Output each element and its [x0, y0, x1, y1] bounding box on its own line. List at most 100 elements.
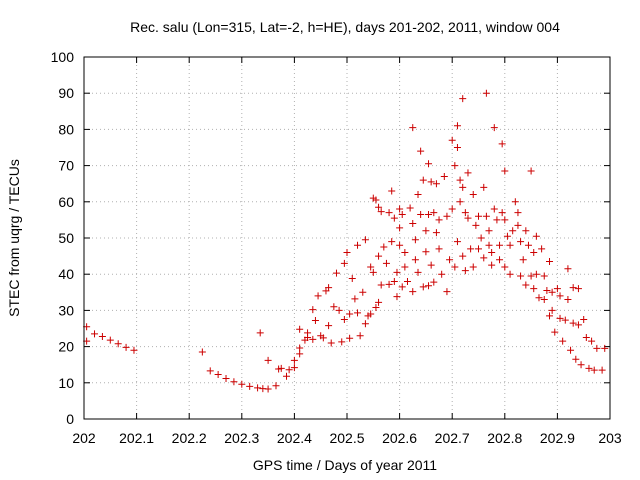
data-point: [451, 162, 459, 170]
data-point: [538, 245, 546, 253]
data-point: [556, 292, 564, 300]
data-point: [517, 238, 525, 246]
data-point: [440, 172, 448, 180]
x-tick-label: 202.2: [172, 430, 207, 446]
data-point: [564, 265, 572, 273]
data-point: [453, 238, 461, 246]
data-point: [475, 212, 482, 220]
data-point: [277, 364, 285, 372]
data-point: [417, 210, 425, 218]
x-tick-label: 202.8: [487, 430, 522, 446]
data-point: [551, 328, 559, 336]
data-point: [464, 169, 472, 177]
x-tick-label: 202: [72, 430, 96, 446]
data-point: [414, 268, 422, 276]
data-point: [443, 212, 451, 220]
data-point: [461, 209, 469, 217]
y-tick-label: 70: [58, 158, 74, 174]
data-point: [593, 344, 601, 352]
data-point: [490, 124, 498, 132]
data-point: [398, 210, 406, 218]
data-point: [411, 256, 419, 264]
data-point: [290, 364, 298, 372]
data-point: [467, 245, 475, 253]
data-point: [577, 361, 585, 369]
data-point: [435, 245, 443, 253]
data-point: [501, 167, 509, 175]
data-point: [485, 227, 493, 235]
data-point: [396, 224, 404, 232]
data-point: [425, 210, 433, 218]
data-point: [419, 176, 427, 184]
data-point: [580, 315, 588, 323]
data-point: [372, 304, 380, 312]
x-tick-label: 203: [598, 430, 622, 446]
data-point: [354, 241, 362, 249]
data-point: [343, 248, 351, 256]
data-point: [296, 344, 304, 352]
data-point: [332, 269, 340, 277]
data-point: [246, 382, 254, 390]
data-point: [283, 372, 291, 380]
data-point: [524, 241, 532, 249]
data-point: [574, 321, 582, 329]
data-point: [264, 356, 272, 364]
data-point: [372, 196, 380, 204]
plot-frame: [83, 56, 611, 420]
data-point: [448, 205, 456, 213]
data-point: [380, 243, 388, 251]
data-point: [114, 340, 122, 348]
data-point: [556, 314, 564, 322]
data-point: [519, 256, 527, 264]
data-point: [472, 221, 480, 229]
data-point: [459, 95, 467, 103]
data-point: [377, 281, 385, 289]
data-point: [290, 356, 298, 364]
y-tick-label: 0: [66, 411, 74, 427]
data-point: [238, 380, 246, 388]
data-point: [514, 209, 522, 217]
data-point: [477, 234, 485, 242]
data-point: [430, 209, 438, 217]
data-point: [406, 204, 414, 212]
data-point: [485, 241, 493, 249]
data-point: [340, 259, 348, 267]
data-point: [432, 180, 440, 188]
data-point: [327, 339, 335, 347]
data-point: [359, 288, 367, 296]
data-point: [309, 335, 317, 343]
data-point: [403, 277, 411, 285]
data-point: [206, 367, 214, 375]
y-tick-label: 50: [58, 230, 74, 246]
data-point: [530, 285, 538, 293]
data-point: [409, 220, 417, 228]
data-point: [501, 263, 509, 271]
data-point: [585, 364, 593, 372]
chart-title: Rec. salu (Lon=315, Lat=-2, h=HE), days …: [130, 19, 560, 35]
data-point: [340, 315, 348, 323]
data-point: [559, 337, 567, 345]
data-point: [522, 281, 530, 289]
y-tick-label: 30: [58, 302, 74, 318]
data-point: [264, 385, 272, 393]
data-point: [377, 208, 385, 216]
data-point: [501, 216, 509, 224]
data-point: [569, 319, 577, 327]
data-point: [361, 320, 369, 328]
data-point: [272, 382, 280, 390]
data-point: [459, 183, 467, 191]
y-tick-label: 20: [58, 339, 74, 355]
y-tick-label: 60: [58, 194, 74, 210]
data-point: [401, 248, 409, 256]
y-tick-label: 100: [51, 49, 75, 65]
data-point: [425, 282, 433, 290]
data-point: [422, 248, 430, 256]
data-point: [527, 272, 535, 280]
data-point: [572, 355, 580, 363]
data-point: [427, 261, 435, 269]
data-point: [256, 329, 264, 337]
data-point: [588, 337, 596, 345]
data-point: [98, 332, 106, 340]
data-point: [459, 252, 467, 260]
x-tick-labels: 202 202.1 202.2 202.3 202.4 202.5 202.6 202.7 20…: [72, 430, 622, 446]
